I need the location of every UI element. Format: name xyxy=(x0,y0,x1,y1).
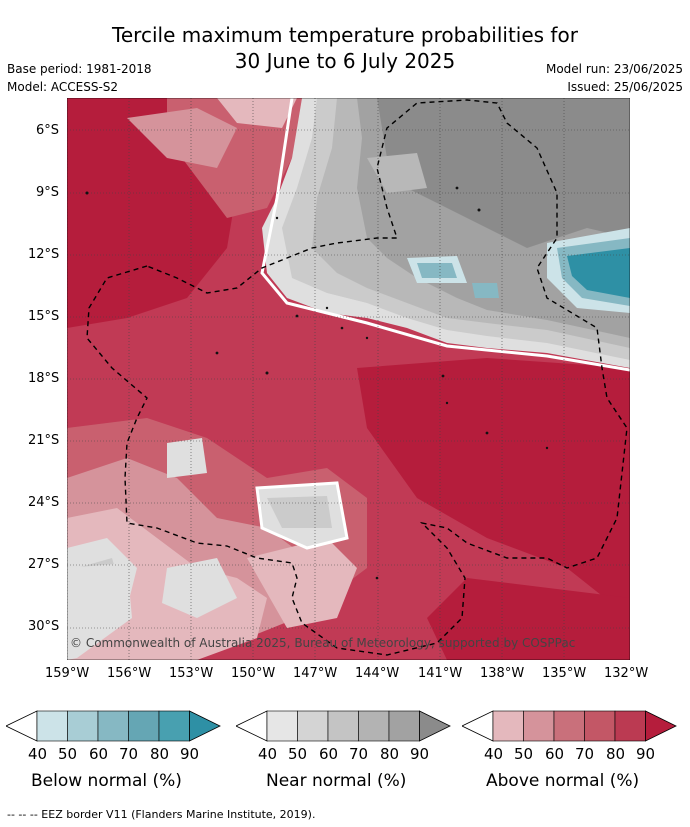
near-tick-90: 90 xyxy=(410,745,430,763)
lon-label-150w: 150°W xyxy=(231,666,276,681)
lon-label-144w: 144°W xyxy=(355,666,400,681)
lon-label-156w: 156°W xyxy=(107,666,152,681)
lon-label-138w: 138°W xyxy=(480,666,525,681)
copyright-notice: © Commonwealth of Australia 2025, Bureau… xyxy=(70,636,575,650)
colorbar-near-normal xyxy=(236,710,451,742)
lon-label-135w: 135°W xyxy=(542,666,587,681)
lat-label-27s: 27°S xyxy=(28,557,60,572)
below-tick-50: 50 xyxy=(58,745,78,763)
below-70-area-central xyxy=(417,263,457,278)
above-tick-70: 70 xyxy=(575,745,595,763)
below-normal-label: Below normal (%) xyxy=(31,771,182,791)
near-tick-40: 40 xyxy=(258,745,278,763)
below-tick-60: 60 xyxy=(89,745,109,763)
near-normal-patch-west xyxy=(167,438,207,478)
above-90-area-south xyxy=(427,578,630,660)
below-tick-40: 40 xyxy=(28,745,48,763)
eez-borders xyxy=(86,99,628,656)
lat-label-21s: 21°S xyxy=(28,433,60,448)
below-90-area-east xyxy=(567,248,630,298)
lon-label-159w: 159°W xyxy=(45,666,90,681)
near-normal-patch-south-2 xyxy=(162,558,237,618)
meta-left: Base period: 1981-2018 Model: ACCESS-S2 xyxy=(7,60,152,96)
lat-label-12s: 12°S xyxy=(28,247,60,262)
below-tick-80: 80 xyxy=(150,745,170,763)
near-normal-patch-south-central-inner xyxy=(267,496,332,528)
near-70-patch xyxy=(367,153,427,193)
islands xyxy=(85,186,549,580)
near-tick-80: 80 xyxy=(380,745,400,763)
lat-label-9s: 9°S xyxy=(36,185,60,200)
lat-label-6s: 6°S xyxy=(36,123,60,138)
model-run: Model run: 23/06/2025 xyxy=(545,62,683,76)
lat-label-24s: 24°S xyxy=(28,495,60,510)
near-normal-patch-southwest-2 xyxy=(67,563,132,660)
above-tick-80: 80 xyxy=(606,745,626,763)
map-title: Tercile maximum temperature probabilitie… xyxy=(0,22,690,74)
above-50-area-central-south xyxy=(247,538,357,628)
title-line-1: Tercile maximum temperature probabilitie… xyxy=(112,23,578,47)
colorbar-below-normal xyxy=(6,710,221,742)
graticule xyxy=(67,98,630,660)
above-60-area-north xyxy=(127,108,237,168)
near-90-area xyxy=(377,98,630,248)
lon-label-141w: 141°W xyxy=(418,666,463,681)
above-tick-60: 60 xyxy=(545,745,565,763)
below-70-area-small xyxy=(472,283,499,298)
lat-label-15s: 15°S xyxy=(28,309,60,324)
lon-label-132w: 132°W xyxy=(604,666,649,681)
near-tick-60: 60 xyxy=(319,745,339,763)
south-central-boundary xyxy=(255,481,349,550)
near-normal-boundary xyxy=(260,98,630,372)
near-tick-70: 70 xyxy=(349,745,369,763)
meta-right: Model run: 23/06/2025 Issued: 25/06/2025 xyxy=(546,60,683,96)
above-tick-90: 90 xyxy=(636,745,656,763)
above-90-area-central xyxy=(357,358,630,618)
above-normal-label: Above normal (%) xyxy=(486,771,640,791)
lat-label-18s: 18°S xyxy=(28,371,60,386)
below-tick-90: 90 xyxy=(180,745,200,763)
near-tick-50: 50 xyxy=(288,745,308,763)
above-tick-40: 40 xyxy=(484,745,504,763)
above-50-area-north xyxy=(217,98,297,128)
model-name: Model: ACCESS-S2 xyxy=(7,80,119,94)
base-period: Base period: 1981-2018 xyxy=(7,62,152,76)
probability-map: © Commonwealth of Australia 2025, Bureau… xyxy=(67,98,630,660)
colorbar-above-normal xyxy=(462,710,677,742)
lon-label-153w: 153°W xyxy=(169,666,214,681)
below-tick-70: 70 xyxy=(119,745,139,763)
above-tick-50: 50 xyxy=(514,745,534,763)
lon-label-147w: 147°W xyxy=(293,666,338,681)
near-normal-label: Near normal (%) xyxy=(266,771,407,791)
eez-footnote: -- -- -- EEZ border V11 (Flanders Marine… xyxy=(7,808,316,821)
issued-date: Issued: 25/06/2025 xyxy=(567,80,683,94)
title-line-2: 30 June to 6 July 2025 xyxy=(234,49,456,73)
lat-label-30s: 30°S xyxy=(28,619,60,634)
